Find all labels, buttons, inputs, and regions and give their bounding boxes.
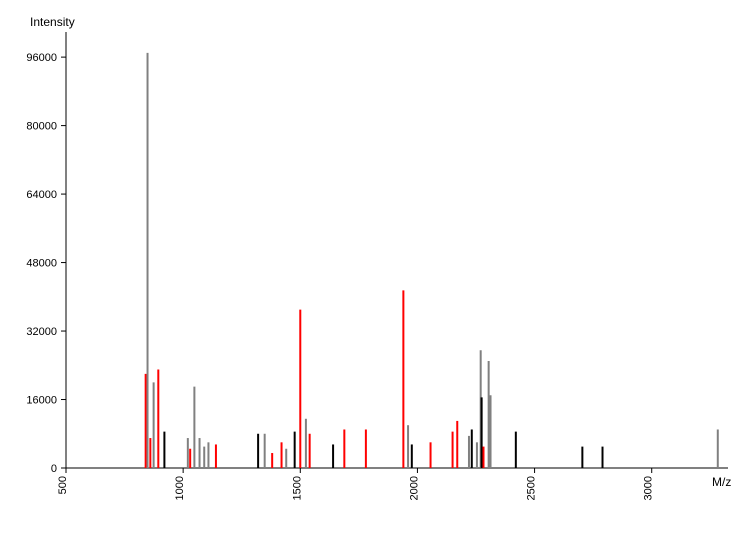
svg-text:3000: 3000 bbox=[643, 476, 655, 500]
svg-text:M/z: M/z bbox=[712, 475, 731, 489]
svg-text:1000: 1000 bbox=[174, 476, 186, 500]
svg-text:1500: 1500 bbox=[291, 476, 303, 500]
svg-text:Intensity: Intensity bbox=[30, 15, 75, 29]
mass-spectrum-chart: 0 16000 32000 48000 64000 80000 96000 500 1000 15… bbox=[0, 0, 750, 540]
svg-text:2500: 2500 bbox=[526, 476, 538, 500]
svg-text:80000: 80000 bbox=[26, 121, 57, 133]
svg-text:48000: 48000 bbox=[26, 258, 57, 270]
svg-text:16000: 16000 bbox=[26, 395, 57, 407]
svg-text:32000: 32000 bbox=[26, 326, 57, 338]
axis-labels: 0 16000 32000 48000 64000 80000 96000 500 1000 15… bbox=[26, 15, 731, 500]
svg-text:500: 500 bbox=[57, 476, 69, 494]
chart-axes bbox=[61, 32, 728, 473]
svg-text:2000: 2000 bbox=[408, 476, 420, 500]
svg-text:64000: 64000 bbox=[26, 189, 57, 201]
spectrum-peaks bbox=[146, 53, 718, 468]
chart-svg: 0 16000 32000 48000 64000 80000 96000 500 1000 15… bbox=[0, 0, 750, 540]
svg-text:96000: 96000 bbox=[26, 52, 57, 64]
svg-text:0: 0 bbox=[51, 463, 57, 475]
